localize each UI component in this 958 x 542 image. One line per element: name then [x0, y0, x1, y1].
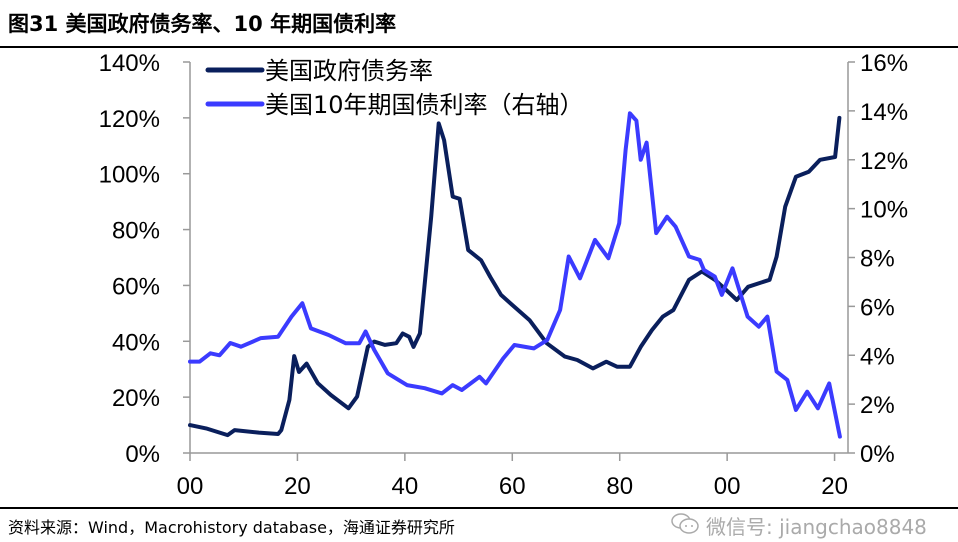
left-axis-tick-label: 60% — [112, 273, 160, 300]
left-axis-tick-label: 100% — [99, 162, 160, 189]
x-axis-tick-label: 40 — [392, 473, 419, 500]
left-axis-tick-label: 140% — [99, 50, 160, 77]
source-note: 资料来源：Wind，Macrohistory database，海通证券研究所 — [8, 518, 455, 537]
treasury-yield-line — [188, 111, 842, 439]
right-axis-tick-label: 14% — [860, 99, 908, 126]
figure-title: 图31 美国政府债务率、10 年期国债利率 — [8, 12, 397, 36]
right-axis-tick-label: 12% — [860, 148, 908, 175]
right-axis-tick-label: 4% — [860, 343, 895, 370]
x-axis-tick-label: 60 — [499, 473, 526, 500]
legend-label: 美国10年期国债利率（右轴） — [265, 91, 584, 119]
x-axis-tick-label: 20 — [284, 473, 311, 500]
watermark: 微信号: jiangchao8848 — [670, 512, 927, 542]
watermark-text: 微信号: jiangchao8848 — [706, 515, 927, 539]
left-axis-tick-label: 0% — [125, 441, 160, 468]
title-divider — [0, 46, 958, 48]
right-axis-tick-label: 6% — [860, 294, 895, 321]
footer-divider — [0, 507, 958, 509]
x-axis-tick-label: 00 — [714, 473, 741, 500]
left-axis-tick-label: 40% — [112, 329, 160, 356]
right-axis-tick-label: 2% — [860, 392, 895, 419]
debt-ratio-line — [188, 115, 842, 438]
right-axis-tick-label: 0% — [860, 441, 895, 468]
right-axis-tick-label: 10% — [860, 197, 908, 224]
wechat-icon — [670, 512, 700, 542]
legend-label: 美国政府债务率 — [265, 57, 433, 85]
x-axis-tick-label: 80 — [606, 473, 633, 500]
left-axis-tick-label: 20% — [112, 385, 160, 412]
series-lines — [188, 111, 842, 439]
left-axis-tick-label: 80% — [112, 218, 160, 245]
left-axis-tick-label: 120% — [99, 106, 160, 133]
x-axis-tick-label: 00 — [177, 473, 204, 500]
right-axis-tick-label: 16% — [860, 50, 908, 77]
x-axis-tick-label: 20 — [821, 473, 848, 500]
axes: 0% 20% 40% 60% 80% 100% 120% 140% 0% 2% 4% 6% 8% 10% 1… — [99, 50, 908, 500]
right-axis-tick-label: 8% — [860, 246, 895, 273]
